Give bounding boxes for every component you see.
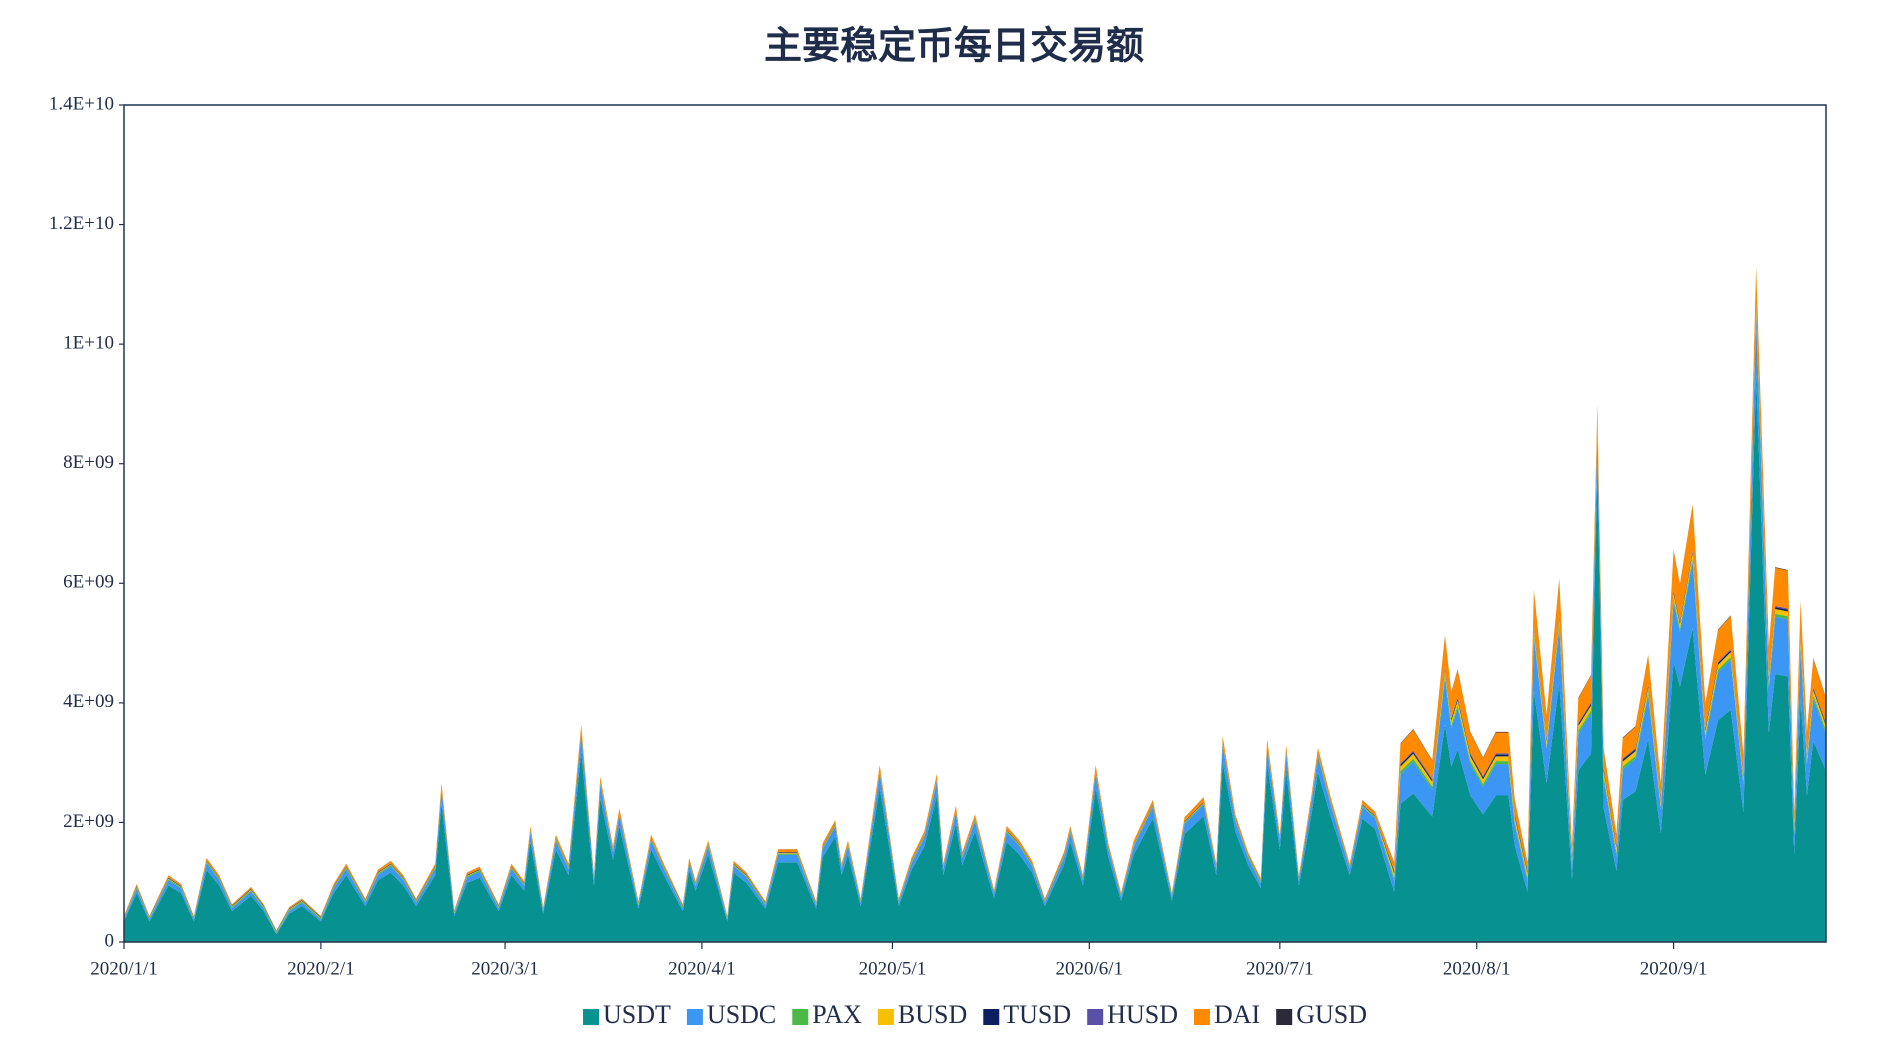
y-tick-label: 6E+09 xyxy=(63,572,114,593)
legend-swatch xyxy=(983,1009,1000,1025)
legend-label: GUSD xyxy=(1296,1000,1367,1029)
x-tick-label: 2020/5/1 xyxy=(859,958,927,979)
legend-label: TUSD xyxy=(1003,1000,1071,1029)
legend-label: HUSD xyxy=(1107,1000,1178,1029)
legend-label: USDC xyxy=(707,1000,776,1029)
y-tick-label: 1E+10 xyxy=(63,333,114,354)
legend-swatch xyxy=(686,1009,703,1025)
legend-swatch xyxy=(1276,1009,1293,1025)
y-tick-label: 1.2E+10 xyxy=(49,213,114,234)
legend-swatch xyxy=(877,1009,894,1025)
y-tick-label: 8E+09 xyxy=(63,452,114,473)
y-tick-label: 4E+09 xyxy=(63,691,114,712)
legend: USDT USDC PAX BUSD TUSD HUSD DAI GUSD xyxy=(583,1000,1367,1029)
plot-frame xyxy=(123,104,1827,943)
y-tick-label: 0 xyxy=(105,930,115,951)
legend-label: USDT xyxy=(603,1000,671,1029)
legend-swatch xyxy=(1087,1009,1104,1025)
x-tick-label: 2020/6/1 xyxy=(1056,958,1124,979)
chart-title: 主要稳定币每日交易额 xyxy=(764,25,1144,68)
legend-swatch xyxy=(1193,1009,1210,1025)
legend-label: BUSD xyxy=(898,1000,967,1029)
x-tick-label: 2020/2/1 xyxy=(287,958,355,979)
area xyxy=(124,314,1826,935)
legend-swatch xyxy=(583,1009,600,1025)
legend-label: DAI xyxy=(1214,1000,1260,1029)
x-tick-label: 2020/3/1 xyxy=(471,958,539,979)
x-tick-label: 2020/4/1 xyxy=(668,958,736,979)
y-tick-label: 2E+09 xyxy=(63,811,114,832)
x-tick-label: 2020/7/1 xyxy=(1246,958,1314,979)
x-tick-label: 2020/8/1 xyxy=(1443,958,1511,979)
x-tick-label: 2020/1/1 xyxy=(90,958,158,979)
x-tick-label: 2020/9/1 xyxy=(1640,958,1708,979)
legend-swatch xyxy=(792,1009,809,1025)
legend-label: PAX xyxy=(812,1000,862,1029)
y-tick-label: 1.4E+10 xyxy=(49,93,114,114)
area xyxy=(124,374,1826,942)
